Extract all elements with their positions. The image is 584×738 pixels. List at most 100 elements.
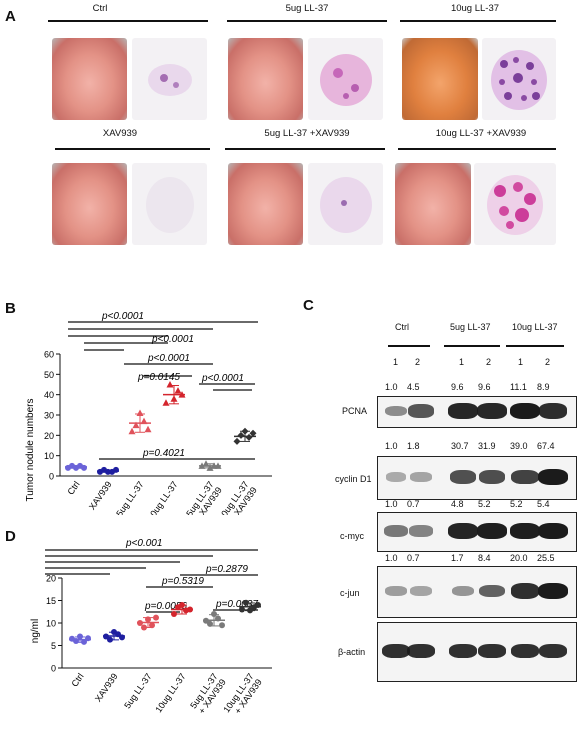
quant-value: 39.0 [510,441,528,451]
quant-value: 1.0 [385,499,398,509]
protein-label-pcna: PCNA [342,406,368,416]
y-tick-label: 30 [44,411,54,421]
panel-b-letter: B [5,300,16,317]
lung-photo-5ug [228,38,303,120]
y-tick-label: 15 [46,596,56,606]
data-point [128,427,136,435]
y-tick-label: 20 [44,431,54,441]
lung-photo-5ug-xav [228,163,303,245]
data-point [233,437,241,445]
x-tick-label: Ctrl [65,479,81,496]
blot-band [477,403,507,419]
data-point [144,425,152,433]
data-point [249,429,257,437]
lane-number: 2 [415,357,421,367]
data-point [113,466,119,473]
y-tick-label: 10 [46,619,56,629]
blot-band [407,404,435,418]
x-tick-label: Ctrl [69,671,85,688]
blot-group-5ug: 5ug LL-37 [450,322,491,332]
group-label-xav939: XAV939 [102,128,138,139]
data-point [174,387,182,394]
blot-band [538,583,568,599]
p-value-label: p=0.0145 [137,372,180,383]
lung-photo-10ug [402,38,478,120]
blot-band [385,586,407,596]
x-tick-label: 10ug LL-37 [153,671,187,714]
blot-band [448,644,478,658]
blot-band [538,403,568,419]
p-value-label: p=0.0037 [215,599,258,610]
data-point [239,606,245,613]
lung-photo-ctrl [52,38,127,120]
blot-band [510,403,540,419]
blot-group-10ug: 10ug LL-37 [512,322,558,332]
blot-band [538,469,568,485]
quant-value: 1.8 [407,441,420,451]
blot-band [409,525,433,537]
blot-group-underline [444,345,500,347]
lung-section-ctrl [132,38,207,120]
panel-b-chart: p<0.0001 p<0.0001 p<0.0001 p=0.0145 p<0.… [25,311,272,515]
lung-section-10ug [482,38,556,120]
p-value-label: p=0.2879 [205,564,248,575]
blot-band [410,472,432,482]
quant-value: 25.5 [537,553,555,563]
data-point [81,464,87,471]
quant-value: 31.9 [478,441,496,451]
quant-value: 20.0 [510,553,528,563]
quant-value: 9.6 [451,382,464,392]
blot-band [510,583,540,599]
blot-band [538,644,568,658]
quant-value: 4.5 [407,382,420,392]
blot-band [449,470,477,484]
p-value-label: p<0.001 [125,538,162,549]
blot-band [510,523,540,539]
blot-band [410,586,432,596]
lung-section-xav939 [132,163,207,245]
x-tick-label: XAV939 [93,671,120,703]
lane-number: 1 [393,357,399,367]
group-underline [225,148,385,150]
chart-d-points [69,599,261,645]
blot-band [384,405,408,417]
quant-value: 0.7 [407,499,420,509]
panel-a-letter: A [5,8,16,25]
x-tick-label: 5ug LL-37 [114,479,145,515]
y-tick-label: 60 [44,350,54,360]
p-value-label: p<0.0001 [101,311,144,322]
blot-band [479,584,505,598]
significance-bars [68,321,258,460]
protein-label-beta-actin: β-actin [338,647,366,657]
y-tick-label: 20 [46,574,56,584]
y-axis-label: ng/ml [30,619,41,643]
lane-number: 1 [459,357,465,367]
group-label-ctrl: Ctrl [92,3,108,14]
p-value-label: p=0.0056 [144,601,187,612]
quant-value: 1.0 [385,441,398,451]
group-underline [400,20,556,22]
lane-number: 1 [518,357,524,367]
x-tick-label: XAV939 [87,479,114,511]
chart-b-points [65,381,257,475]
y-tick-label: 10 [44,451,54,461]
p-value-label: p=0.4021 [142,448,185,459]
quant-value: 8.4 [478,553,491,563]
blot-band [406,644,436,658]
blot-band [477,644,507,658]
y-tick-label: 0 [51,664,56,674]
protein-label-cyclin-d1: cyclin D1 [335,474,372,484]
group-label-5ug: 5ug LL-37 [285,3,329,14]
group-label-5ug-xav: 5ug LL-37 +XAV939 [264,128,350,139]
protein-label-c-jun: c-jun [340,588,360,598]
y-axis-label: Tumor nodule numbers [25,398,36,501]
blot-band [448,523,478,539]
p-value-label: p<0.0001 [201,373,244,384]
x-tick-label: 5ug LL-37+ XAV939 [184,479,224,515]
quant-value: 9.6 [478,382,491,392]
blot-group-underline [506,345,564,347]
data-point [153,614,159,621]
lane-number: 2 [486,357,492,367]
lane-number: 2 [545,357,551,367]
